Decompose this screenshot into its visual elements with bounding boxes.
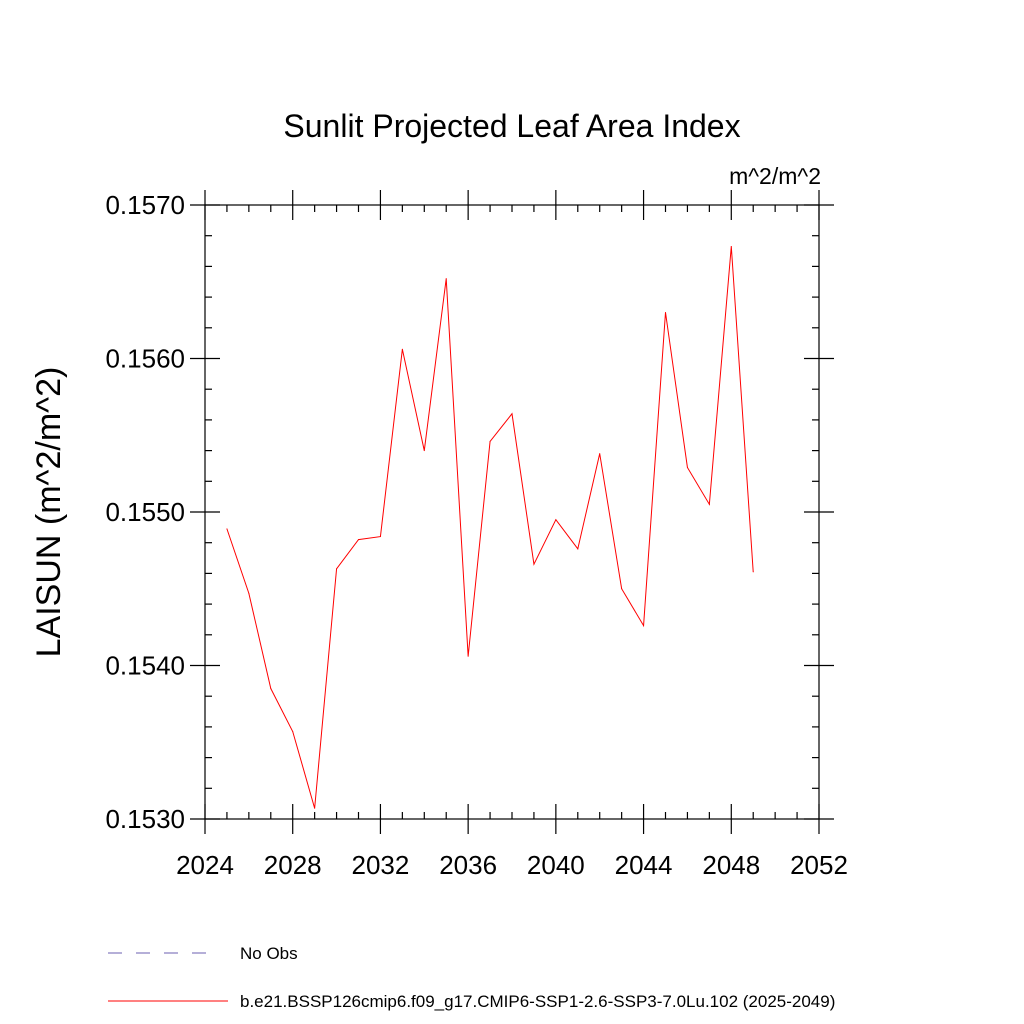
- data-point: [379, 536, 381, 538]
- x-tick-label: 2036: [439, 850, 497, 880]
- data-point: [708, 503, 710, 505]
- y-tick-label: 0.1550: [105, 497, 185, 527]
- data-point: [401, 348, 403, 350]
- data-point: [686, 466, 688, 468]
- data-point: [445, 278, 447, 280]
- data-point: [730, 245, 732, 247]
- legend-label-no-obs: No Obs: [240, 944, 298, 963]
- x-tick-label: 2040: [527, 850, 585, 880]
- data-point: [752, 571, 754, 573]
- x-tick-labels: 2024 2028 2032 2036 2040 2044 2048 2052: [176, 850, 848, 880]
- minor-ticks: [205, 205, 819, 819]
- major-ticks: [190, 190, 834, 834]
- data-point: [314, 807, 316, 809]
- y-tick-labels: 0.1530 0.1540 0.1550 0.1560 0.1570: [105, 190, 185, 834]
- data-point: [226, 528, 228, 530]
- series-layer: [226, 245, 754, 809]
- data-point: [489, 440, 491, 442]
- units-label: m^2/m^2: [729, 163, 821, 189]
- data-point: [292, 731, 294, 733]
- data-point: [555, 519, 557, 521]
- data-point: [467, 655, 469, 657]
- data-point: [665, 311, 666, 313]
- data-point: [423, 450, 425, 452]
- x-tick-label: 2028: [264, 850, 322, 880]
- data-point: [358, 539, 359, 541]
- data-point: [248, 592, 250, 594]
- data-point: [621, 588, 623, 590]
- x-tick-label: 2044: [615, 850, 673, 880]
- data-point: [577, 548, 579, 550]
- data-point: [533, 563, 535, 565]
- y-tick-label: 0.1560: [105, 344, 185, 374]
- x-tick-label: 2048: [702, 850, 760, 880]
- data-point: [336, 568, 338, 570]
- y-tick-label: 0.1540: [105, 651, 185, 681]
- data-point: [599, 453, 601, 455]
- series-line: [226, 246, 754, 809]
- y-tick-label: 0.1570: [105, 190, 185, 220]
- legend-label-model: b.e21.BSSP126cmip6.f09_g17.CMIP6-SSP1-2.…: [240, 992, 835, 1011]
- y-axis-label: LAISUN (m^2/m^2): [30, 367, 68, 658]
- x-tick-label: 2032: [352, 850, 410, 880]
- data-point: [643, 625, 645, 627]
- legend: No Obs b.e21.BSSP126cmip6.f09_g17.CMIP6-…: [108, 944, 835, 1011]
- x-tick-label: 2024: [176, 850, 234, 880]
- x-tick-label: 2052: [790, 850, 848, 880]
- data-point: [511, 413, 513, 415]
- data-point: [270, 688, 272, 690]
- y-tick-label: 0.1530: [105, 804, 185, 834]
- chart-title: Sunlit Projected Leaf Area Index: [283, 108, 740, 144]
